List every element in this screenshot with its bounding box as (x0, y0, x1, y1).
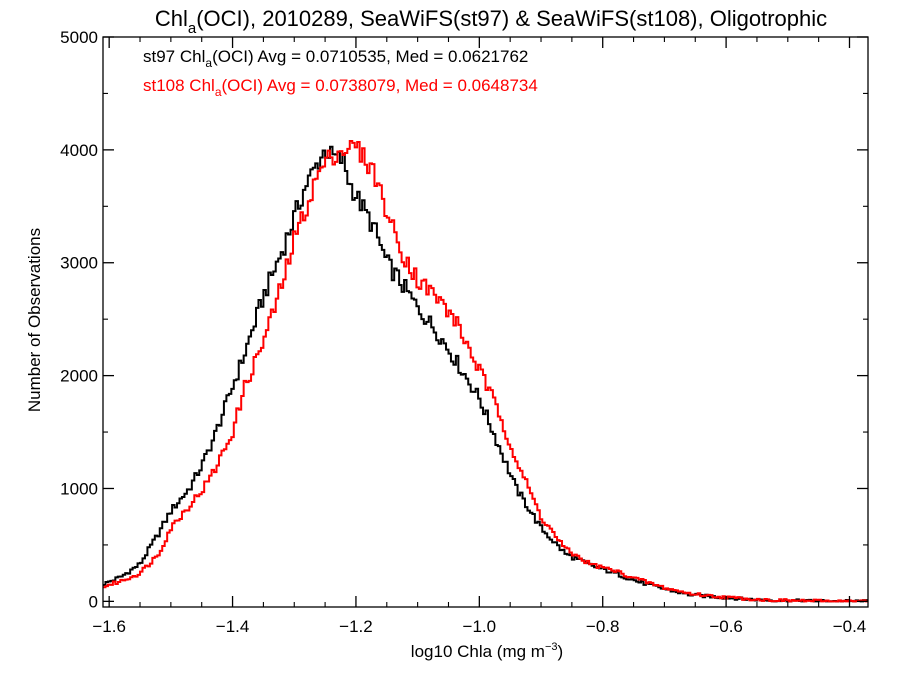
y-axis-label: Number of Observations (25, 228, 44, 412)
x-tick-label: −1.2 (339, 617, 373, 636)
y-tick-label: 0 (89, 592, 98, 611)
st108-histogram-line (103, 140, 868, 603)
plot-frame (102, 36, 869, 608)
y-tick-label: 2000 (60, 367, 98, 386)
chart-title: Chla(OCI), 2010289, SeaWiFS(st97) & SeaW… (155, 6, 827, 37)
st108-stats-annotation: st108 Chla(OCI) Avg = 0.0738079, Med = 0… (143, 76, 538, 99)
x-tick-label: −1.0 (463, 617, 497, 636)
series-layer (103, 140, 868, 603)
axes-layer: −1.6 −1.4 −1.2 −1.0 −0.8 −0.6 −0.4 0 1000 2000 300… (60, 28, 869, 636)
x-axis-label: log10 Chla (mg m−3) (411, 641, 563, 661)
chart-title-subscript: a (188, 20, 197, 37)
st97-stats-annotation: st97 Chla(OCI) Avg = 0.0710535, Med = 0.… (143, 47, 528, 70)
x-tick-label: −1.4 (216, 617, 250, 636)
y-tick-label: 1000 (60, 479, 98, 498)
x-tick-label: −0.4 (833, 617, 867, 636)
y-tick-label: 5000 (60, 28, 98, 47)
x-tick-label: −1.6 (92, 617, 126, 636)
x-tick-label: −0.8 (586, 617, 620, 636)
x-tick-label: −0.6 (709, 617, 743, 636)
y-tick-label: 3000 (60, 254, 98, 273)
st97-histogram-line (103, 145, 868, 603)
y-tick-label: 4000 (60, 141, 98, 160)
